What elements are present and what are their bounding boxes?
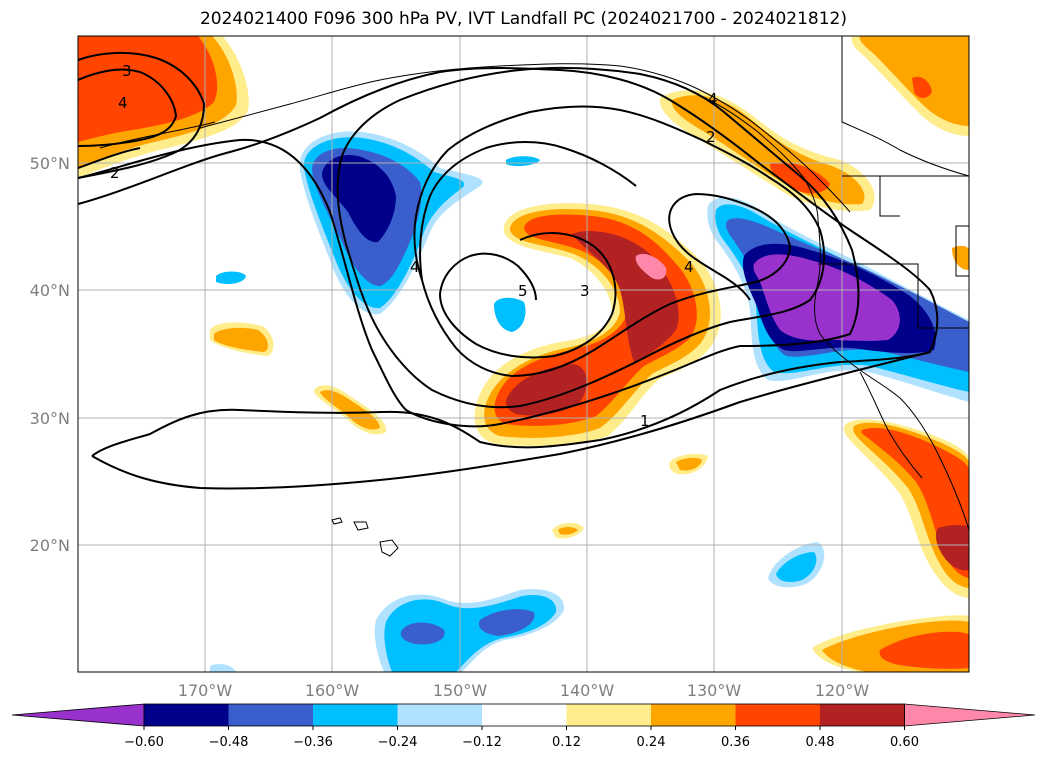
map-frame xyxy=(77,35,970,673)
colorbar-tick-label: −0.60 xyxy=(124,735,164,750)
contour-2 xyxy=(78,66,860,428)
anomaly-small-neg-2 xyxy=(216,271,246,284)
lon-label: 160°W xyxy=(305,681,360,700)
hawaii-3 xyxy=(379,539,399,557)
anomaly-small-pos-2b xyxy=(320,390,380,430)
anomaly-center-pos-darkred-2 xyxy=(506,364,587,416)
colorbar-segment xyxy=(735,704,821,726)
contour-label: 5 xyxy=(518,282,528,300)
baja-coast xyxy=(859,371,923,479)
colorbar-segment xyxy=(482,704,567,726)
colorbar-segment xyxy=(313,704,398,726)
anomaly-n-neg-navy xyxy=(322,154,396,243)
contour-label: 2 xyxy=(706,128,716,146)
border-state-3 xyxy=(818,263,969,329)
contour-label: 4 xyxy=(708,90,718,108)
bc-coast xyxy=(699,95,819,221)
contour-3 xyxy=(345,105,826,409)
anomaly-s-neg-small xyxy=(210,664,236,672)
colorbar: −0.60 −0.48 −0.36 −0.24 −0.12 0.12 0.24 0.36 0.4… xyxy=(11,703,1036,750)
anomaly-ne-pos-red xyxy=(912,76,932,98)
hawaii-2 xyxy=(353,521,369,531)
anomaly-small-neg-1 xyxy=(506,156,540,167)
colorbar-tick-label: 0.48 xyxy=(806,735,835,750)
anomaly-s-neg-blue-2 xyxy=(478,609,535,636)
lon-label: 170°W xyxy=(178,681,233,700)
anomaly-small-neg-4b xyxy=(776,552,817,582)
contour-2-nw xyxy=(78,51,206,179)
contour-label: 1 xyxy=(640,412,650,430)
colorbar-segment xyxy=(820,704,905,726)
contour-label: 4 xyxy=(684,258,694,276)
contour-4b xyxy=(419,141,637,281)
contour-5 xyxy=(438,232,617,359)
lat-label: 50°N xyxy=(30,154,70,173)
colorbar-segment xyxy=(651,704,736,726)
contour-4c xyxy=(78,147,141,169)
lon-label: 150°W xyxy=(433,681,488,700)
anomaly-small-neg-3 xyxy=(494,297,526,332)
colorbar-tick-label: 0.12 xyxy=(552,735,581,750)
colorbar-arrow-left xyxy=(11,703,145,727)
contour-label: 4 xyxy=(118,94,128,112)
colorbar-tick-label: −0.48 xyxy=(209,735,249,750)
contour-4 xyxy=(421,192,792,378)
colorbar-tick-label: −0.36 xyxy=(293,735,333,750)
contour-label: 3 xyxy=(580,282,590,300)
border-state-2 xyxy=(879,176,900,217)
alaska-coast xyxy=(199,63,851,213)
anomaly-bc-pos-red xyxy=(770,162,830,194)
anomaly-small-pos-1b xyxy=(214,327,268,352)
border-state-1 xyxy=(841,36,969,177)
lon-label: 120°W xyxy=(815,681,870,700)
anomaly-nw-pos-red xyxy=(78,36,218,142)
contour-label: 3 xyxy=(122,62,132,80)
colorbar-tick-label: 0.24 xyxy=(637,735,666,750)
colorbar-frame xyxy=(143,703,905,727)
anomaly-mx-pos-darkred xyxy=(935,525,969,571)
anomaly-small-pos-4b xyxy=(558,527,578,535)
anomaly-ca-neg-purple xyxy=(753,254,900,341)
contour-label: 4 xyxy=(410,258,420,276)
lat-label: 40°N xyxy=(30,281,70,300)
map-title: 2024021400 F096 300 hPa PV, IVT Landfall… xyxy=(199,9,847,29)
lat-labels: 50°N 40°N 30°N 20°N xyxy=(30,154,70,555)
anomaly-center-pos-pink xyxy=(635,253,667,280)
lat-label: 20°N xyxy=(30,536,70,555)
lon-label: 140°W xyxy=(560,681,615,700)
lon-labels: 170°W 160°W 150°W 140°W 130°W 120°W xyxy=(178,681,870,700)
contour-3-nw xyxy=(78,68,178,147)
contour-1-lower xyxy=(91,351,931,490)
colorbar-segment xyxy=(566,704,652,726)
contour-label: 2 xyxy=(110,164,120,182)
colorbar-tick-label: 0.36 xyxy=(721,735,750,750)
contour-labels: 3 4 2 5 3 4 4 1 4 2 xyxy=(110,62,718,430)
colorbar-tick-label: −0.12 xyxy=(462,735,502,750)
colorbar-arrow-right xyxy=(904,703,1036,727)
anomaly-se-pos-red xyxy=(879,631,969,669)
anomaly-s-neg-blue-1 xyxy=(400,622,445,645)
colorbar-tick-label: −0.24 xyxy=(378,735,418,750)
border-state-4 xyxy=(955,225,969,277)
contour-1 xyxy=(78,67,939,457)
anomaly-small-pos-3b xyxy=(676,457,702,471)
lat-label: 30°N xyxy=(30,409,70,428)
colorbar-tick-label: 0.60 xyxy=(890,735,919,750)
colorbar-segment xyxy=(228,704,314,726)
pv-contours xyxy=(78,51,939,490)
hawaii-1 xyxy=(331,517,343,525)
lon-label: 130°W xyxy=(687,681,742,700)
colorbar-segment xyxy=(144,704,229,726)
colorbar-segment xyxy=(397,704,483,726)
